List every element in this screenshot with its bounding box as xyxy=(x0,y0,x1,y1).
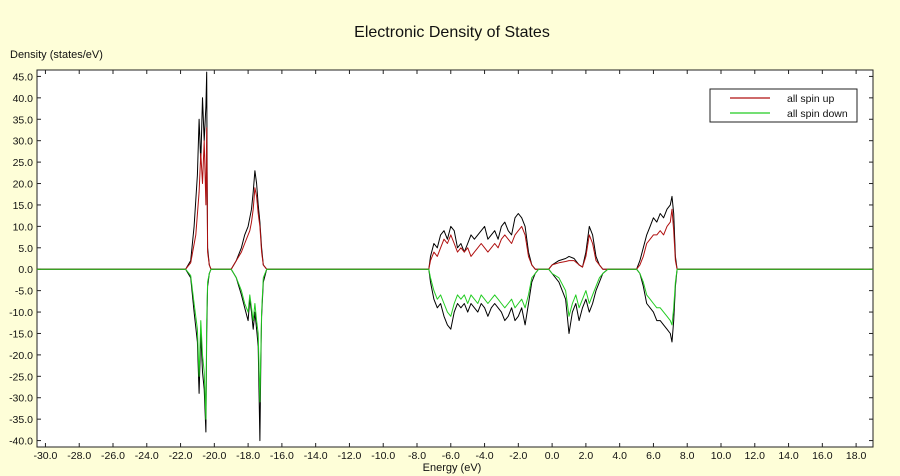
series-layer xyxy=(37,71,873,442)
legend: all spin up all spin down xyxy=(709,88,858,123)
x-tick-label: -18.0 xyxy=(236,450,260,462)
y-tick-label: -10.0 xyxy=(9,307,33,319)
y-tick-label: 40.0 xyxy=(13,93,34,105)
x-tick-label: -16.0 xyxy=(270,450,294,462)
chart-title: Electronic Density of States xyxy=(354,24,550,41)
x-tick-label: 10.0 xyxy=(711,450,732,462)
y-tick-label: 45.0 xyxy=(13,71,34,83)
x-tick-label: 4.0 xyxy=(612,450,627,462)
y-tick-label: -20.0 xyxy=(9,350,33,362)
y-tick-label: 30.0 xyxy=(13,136,34,148)
y-tick-label: 5.0 xyxy=(18,243,33,255)
y-tick-label: -30.0 xyxy=(9,393,33,405)
x-tick-label: 2.0 xyxy=(579,450,594,462)
y-tick-label: -25.0 xyxy=(9,371,33,383)
x-tick-label: -26.0 xyxy=(101,450,125,462)
x-tick-label: -14.0 xyxy=(304,450,328,462)
x-tick-label: 12.0 xyxy=(745,450,766,462)
x-tick-label: -4.0 xyxy=(476,450,494,462)
x-tick-label: 0.0 xyxy=(545,450,560,462)
x-tick-label: -8.0 xyxy=(408,450,426,462)
x-axis-title: Energy (eV) xyxy=(423,462,482,474)
x-tick-label: 6.0 xyxy=(646,450,661,462)
y-tick-label: 25.0 xyxy=(13,157,34,169)
y-tick-label: -15.0 xyxy=(9,328,33,340)
y-tick-label: 35.0 xyxy=(13,114,34,126)
x-tick-label: 18.0 xyxy=(846,450,867,462)
y-tick-label: 20.0 xyxy=(13,179,34,191)
x-tick-label: -22.0 xyxy=(169,450,193,462)
y-tick-label: -35.0 xyxy=(9,414,33,426)
x-tick-label: -28.0 xyxy=(67,450,91,462)
y-axis-title: Density (states/eV) xyxy=(10,49,103,61)
x-tick-label: 8.0 xyxy=(680,450,695,462)
x-tick-label: -30.0 xyxy=(33,450,57,462)
x-axis: -30.0 -28.0 -26.0 -24.0 -22.0 -20.0 -18.0 -16.0… xyxy=(33,70,866,462)
series-spin-down-line xyxy=(37,268,873,420)
x-tick-label: 14.0 xyxy=(778,450,799,462)
legend-label-spin-up: all spin up xyxy=(787,93,834,105)
x-tick-label: 16.0 xyxy=(812,450,833,462)
y-axis: 45.0 40.0 35.0 30.0 25.0 20.0 15.0 10.0 5.0 0.0 -5… xyxy=(9,71,873,448)
x-tick-label: -12.0 xyxy=(337,450,361,462)
y-tick-label: 0.0 xyxy=(18,264,33,276)
x-tick-label: -24.0 xyxy=(135,450,159,462)
y-tick-label: 15.0 xyxy=(13,200,34,212)
x-tick-label: -2.0 xyxy=(509,450,527,462)
y-tick-label: -5.0 xyxy=(15,286,33,298)
y-tick-label: -40.0 xyxy=(9,436,33,448)
plot-area xyxy=(36,69,874,448)
x-tick-label: -6.0 xyxy=(442,450,460,462)
x-tick-label: -10.0 xyxy=(371,450,395,462)
y-tick-label: 10.0 xyxy=(13,221,34,233)
series-spin-up-line xyxy=(37,127,873,270)
x-tick-label: -20.0 xyxy=(202,450,226,462)
legend-box xyxy=(709,88,858,123)
legend-label-spin-down: all spin down xyxy=(787,108,848,120)
